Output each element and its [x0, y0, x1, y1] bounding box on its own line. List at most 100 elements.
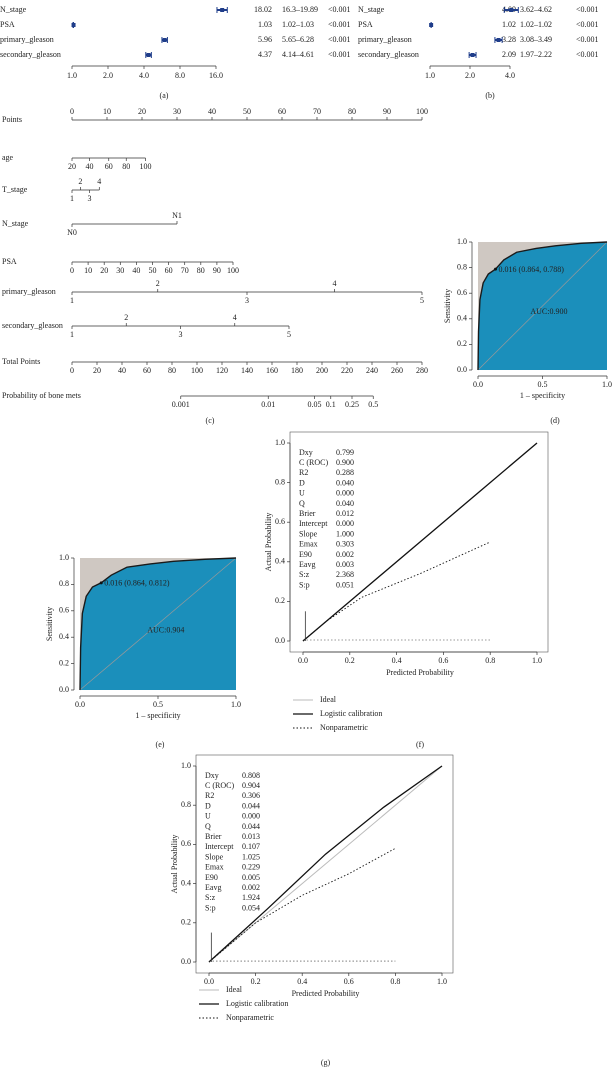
p-value: <0.001 — [576, 5, 599, 14]
panel-label: (g) — [321, 1058, 331, 1067]
panel-label: (f) — [416, 740, 424, 749]
y-tick-label: 0.6 — [457, 288, 467, 297]
y-tick-label: 0.0 — [181, 957, 191, 966]
x-tick-label: 0.2 — [251, 977, 261, 986]
stat-value: 1.025 — [242, 852, 260, 861]
cutoff-point — [99, 581, 103, 585]
diagonal — [477, 241, 608, 371]
tick-label: 10 — [84, 266, 92, 275]
row-name: Total Points — [2, 357, 40, 366]
tick-label: 260 — [391, 366, 403, 375]
cutoff-label: 0.016 (0.864, 0.788) — [499, 265, 565, 274]
tick-label: 100 — [191, 366, 203, 375]
tick-label: 40 — [208, 107, 216, 116]
stat-name: Eavg — [299, 560, 315, 569]
p-value: <0.001 — [328, 5, 351, 14]
y-tick-label: 0.2 — [275, 596, 285, 605]
row-name: Points — [2, 115, 22, 124]
stat-value: 0.013 — [242, 832, 260, 841]
y-tick-label: 0.2 — [59, 658, 69, 667]
estimate: 2.09 — [502, 50, 516, 59]
stat-name: S:z — [205, 893, 216, 902]
stat-value: 0.040 — [336, 478, 354, 487]
y-tick-label: 0.6 — [275, 517, 285, 526]
estimate: 5.96 — [258, 35, 272, 44]
tick-label: 100 — [140, 162, 152, 171]
cutoff-label: 0.016 (0.864, 0.812) — [104, 579, 170, 588]
x-tick-label: 0.6 — [344, 977, 354, 986]
tick-label: 4 — [97, 177, 101, 186]
tick-label: 80 — [348, 107, 356, 116]
tick-label: 80 — [197, 266, 205, 275]
y-tick-label: 1.0 — [275, 438, 285, 447]
row-name: age — [2, 153, 14, 162]
ideal-line — [208, 765, 443, 963]
stat-name: C (ROC) — [299, 458, 328, 467]
y-tick-label: 0.0 — [59, 685, 69, 694]
legend-label: Ideal — [226, 985, 243, 994]
tick-label: 140 — [241, 366, 253, 375]
estimate-point — [162, 38, 167, 42]
ci: 1.97–2.22 — [520, 50, 552, 59]
tick-label: 30 — [116, 266, 124, 275]
tick-label: 10 — [103, 107, 111, 116]
x-tick-label: 1.0 — [602, 380, 612, 389]
tick-label: 0.05 — [308, 400, 322, 409]
legend-label: Logistic calibration — [320, 709, 382, 718]
tick-label: 3 — [245, 296, 249, 305]
tick-label: 2 — [156, 279, 160, 288]
row-name: primary_gleason — [358, 35, 412, 44]
y-tick-label: 0.0 — [275, 636, 285, 645]
y-tick-label: 0.2 — [457, 339, 467, 348]
tick-label: 70 — [181, 266, 189, 275]
x-tick-label: 0.4 — [392, 656, 402, 665]
nonparametric-curve — [302, 541, 491, 642]
stat-name: S:z — [299, 570, 310, 579]
x-tick-label: 2.0 — [103, 71, 113, 80]
row-name: Probability of bone mets — [2, 391, 81, 400]
x-tick-label: 0.8 — [485, 656, 495, 665]
legend-label: Logistic calibration — [226, 999, 288, 1008]
x-tick-label: 0.5 — [538, 380, 548, 389]
estimate-point — [429, 23, 434, 27]
row-name: PSA — [358, 20, 373, 29]
y-tick-label: 0.6 — [181, 839, 191, 848]
logistic-curve — [302, 442, 538, 642]
estimate-point — [71, 23, 76, 27]
y-tick-label: 1.0 — [59, 553, 69, 562]
panel-label: (c) — [206, 416, 215, 425]
tick-label: 2 — [124, 313, 128, 322]
tick-label: 0 — [70, 266, 74, 275]
ci: 5.65–6.28 — [282, 35, 314, 44]
stat-name: E90 — [299, 550, 312, 559]
tick-label: 3 — [88, 194, 92, 203]
row-name: primary_gleason — [2, 287, 56, 296]
tick-label: 40 — [86, 162, 94, 171]
stat-value: 0.044 — [242, 822, 260, 831]
tick-label: 60 — [105, 162, 113, 171]
stat-name: Intercept — [299, 519, 328, 528]
x-tick-label: 1.0 — [231, 700, 241, 709]
stat-name: S:p — [205, 903, 216, 912]
x-tick-label: 8.0 — [175, 71, 185, 80]
stat-value: 0.904 — [242, 781, 260, 790]
tick-label: 100 — [227, 266, 239, 275]
tick-label: N0 — [67, 228, 77, 237]
x-tick-label: 0.0 — [473, 380, 483, 389]
stat-name: E90 — [205, 873, 218, 882]
y-tick-label: 0.0 — [457, 365, 467, 374]
stat-name: S:p — [299, 580, 310, 589]
x-tick-label: 1.0 — [437, 977, 447, 986]
row-name: secondary_gleason — [358, 50, 419, 59]
p-value: <0.001 — [576, 20, 599, 29]
row-name: PSA — [0, 20, 15, 29]
x-tick-label: 0.0 — [75, 700, 85, 709]
x-tick-label: 1.0 — [67, 71, 77, 80]
x-tick-label: 2.0 — [465, 71, 475, 80]
row-name: N_stage — [0, 5, 27, 14]
estimate: 1.03 — [258, 20, 272, 29]
stat-name: U — [205, 812, 211, 821]
stat-value: 0.012 — [336, 509, 354, 518]
estimate: 18.02 — [254, 5, 272, 14]
row-name: secondary_gleason — [2, 321, 63, 330]
